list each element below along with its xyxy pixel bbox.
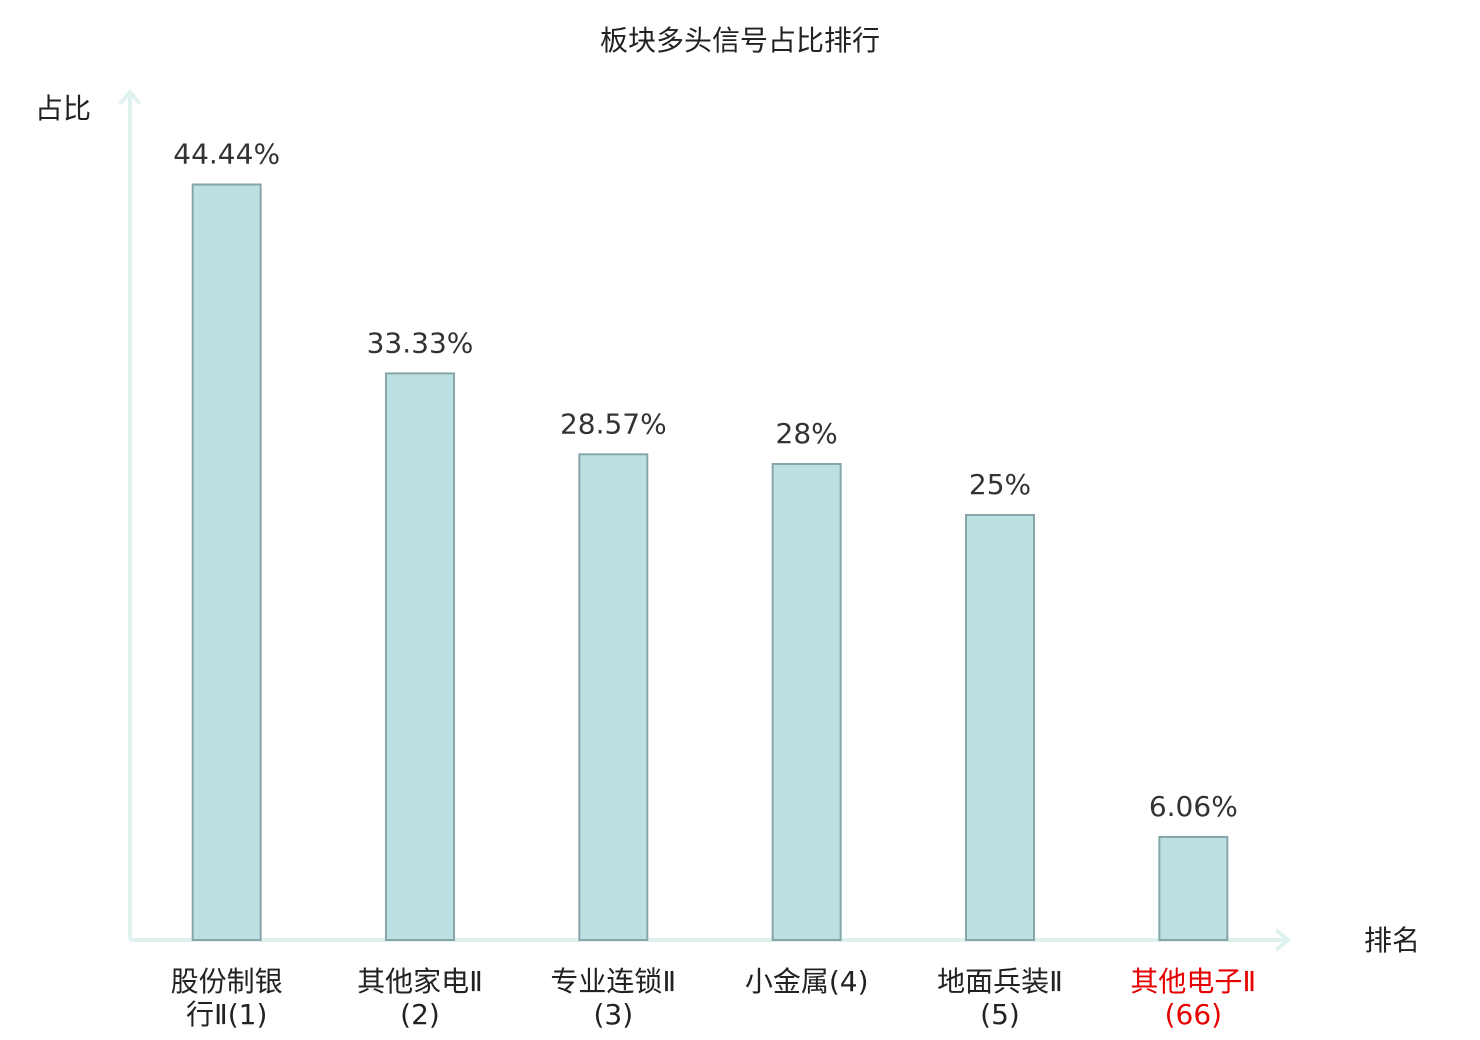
y-axis-label: 占比 [35, 92, 91, 125]
x-tick-label: 小金属(4) [745, 965, 869, 998]
bar [578, 453, 649, 941]
x-tick-label: 其他家电Ⅱ (2) [357, 965, 483, 1031]
bar [771, 463, 842, 941]
bar [385, 372, 455, 941]
bar [965, 514, 1035, 941]
bar [1158, 835, 1229, 941]
bar [191, 183, 262, 941]
value-label: 28.57% [560, 407, 667, 440]
x-axis-label: 排名 [1364, 924, 1420, 957]
value-label: 28% [776, 417, 838, 450]
x-tick-label: 专业连锁Ⅱ (3) [550, 965, 676, 1031]
value-label: 6.06% [1149, 790, 1238, 823]
x-tick-label: 股份制银行Ⅱ(1) [171, 965, 283, 1031]
value-label: 25% [969, 468, 1031, 501]
x-tick-label: 地面兵装Ⅱ (5) [937, 965, 1063, 1031]
x-tick-label: 其他电子Ⅱ (66) [1130, 965, 1256, 1031]
axes [118, 88, 1292, 952]
value-label: 44.44% [173, 138, 280, 171]
value-label: 33.33% [367, 326, 474, 359]
chart-title: 板块多头信号占比排行 [600, 24, 880, 57]
